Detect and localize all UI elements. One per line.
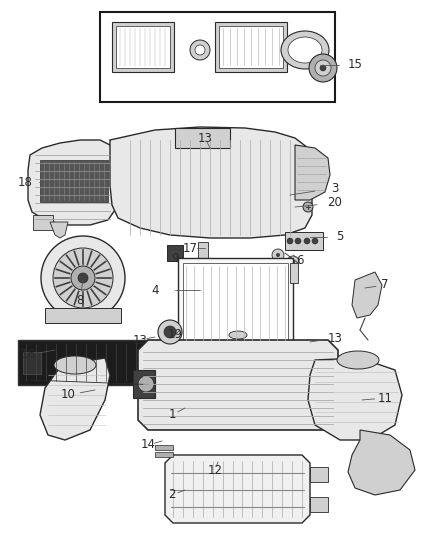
Bar bbox=[310, 497, 328, 512]
Polygon shape bbox=[352, 272, 382, 318]
Bar bbox=[33, 215, 53, 230]
Circle shape bbox=[158, 320, 182, 344]
Circle shape bbox=[304, 238, 310, 244]
Polygon shape bbox=[28, 140, 115, 225]
Text: 12: 12 bbox=[208, 464, 223, 477]
Text: 8: 8 bbox=[76, 294, 84, 306]
Bar bbox=[116, 26, 170, 68]
Bar bbox=[321, 370, 343, 398]
Text: 10: 10 bbox=[60, 389, 75, 401]
Bar bbox=[178, 258, 293, 348]
Circle shape bbox=[41, 236, 125, 320]
Text: 19: 19 bbox=[167, 328, 183, 342]
Text: 11: 11 bbox=[378, 392, 392, 405]
Bar bbox=[175, 128, 230, 148]
Circle shape bbox=[312, 238, 318, 244]
Text: 16: 16 bbox=[21, 349, 35, 361]
Bar bbox=[215, 22, 287, 72]
Bar bbox=[290, 263, 298, 283]
Text: 3: 3 bbox=[331, 182, 339, 195]
Bar bbox=[285, 232, 323, 250]
Polygon shape bbox=[138, 340, 338, 430]
Circle shape bbox=[326, 376, 342, 392]
Bar bbox=[183, 263, 288, 343]
Circle shape bbox=[276, 253, 280, 257]
Bar bbox=[155, 452, 173, 457]
Circle shape bbox=[138, 376, 154, 392]
Polygon shape bbox=[165, 455, 310, 523]
Circle shape bbox=[53, 248, 113, 308]
Ellipse shape bbox=[281, 31, 329, 69]
Text: 13: 13 bbox=[133, 334, 148, 346]
Bar bbox=[167, 245, 183, 261]
Circle shape bbox=[78, 273, 88, 283]
Text: 9: 9 bbox=[171, 252, 179, 264]
Bar bbox=[18, 340, 148, 385]
Circle shape bbox=[309, 54, 337, 82]
Polygon shape bbox=[308, 358, 402, 440]
Text: 13: 13 bbox=[198, 132, 212, 144]
Text: 7: 7 bbox=[381, 279, 389, 292]
Circle shape bbox=[287, 238, 293, 244]
Circle shape bbox=[320, 65, 326, 71]
Text: 1: 1 bbox=[168, 408, 176, 422]
Text: 13: 13 bbox=[328, 332, 343, 344]
Polygon shape bbox=[110, 127, 312, 238]
Circle shape bbox=[195, 45, 205, 55]
Ellipse shape bbox=[229, 331, 247, 339]
Circle shape bbox=[287, 256, 299, 268]
Text: 20: 20 bbox=[328, 197, 343, 209]
Bar bbox=[40, 160, 108, 202]
Circle shape bbox=[272, 249, 284, 261]
Text: 18: 18 bbox=[18, 175, 32, 189]
Bar bbox=[112, 22, 174, 72]
Circle shape bbox=[303, 202, 313, 212]
Circle shape bbox=[295, 238, 301, 244]
Ellipse shape bbox=[54, 356, 96, 374]
Bar bbox=[133, 370, 155, 398]
Text: 4: 4 bbox=[151, 284, 159, 296]
Text: 17: 17 bbox=[183, 241, 198, 254]
Text: 15: 15 bbox=[348, 59, 362, 71]
Circle shape bbox=[190, 40, 210, 60]
Bar bbox=[23, 352, 41, 374]
Polygon shape bbox=[295, 145, 330, 200]
Bar bbox=[155, 445, 173, 450]
Circle shape bbox=[291, 260, 295, 264]
Polygon shape bbox=[40, 358, 110, 440]
Text: 14: 14 bbox=[141, 439, 155, 451]
Ellipse shape bbox=[288, 37, 322, 63]
Bar bbox=[45, 308, 121, 323]
Polygon shape bbox=[50, 222, 68, 238]
Ellipse shape bbox=[337, 351, 379, 369]
Text: 5: 5 bbox=[336, 230, 344, 244]
Circle shape bbox=[315, 60, 331, 76]
Circle shape bbox=[164, 326, 176, 338]
Text: 2: 2 bbox=[168, 489, 176, 502]
Text: 6: 6 bbox=[296, 254, 304, 266]
Polygon shape bbox=[348, 430, 415, 495]
Circle shape bbox=[71, 266, 95, 290]
Bar bbox=[100, 12, 335, 102]
Bar bbox=[198, 242, 208, 264]
Bar bbox=[310, 467, 328, 482]
Bar bbox=[219, 26, 283, 68]
